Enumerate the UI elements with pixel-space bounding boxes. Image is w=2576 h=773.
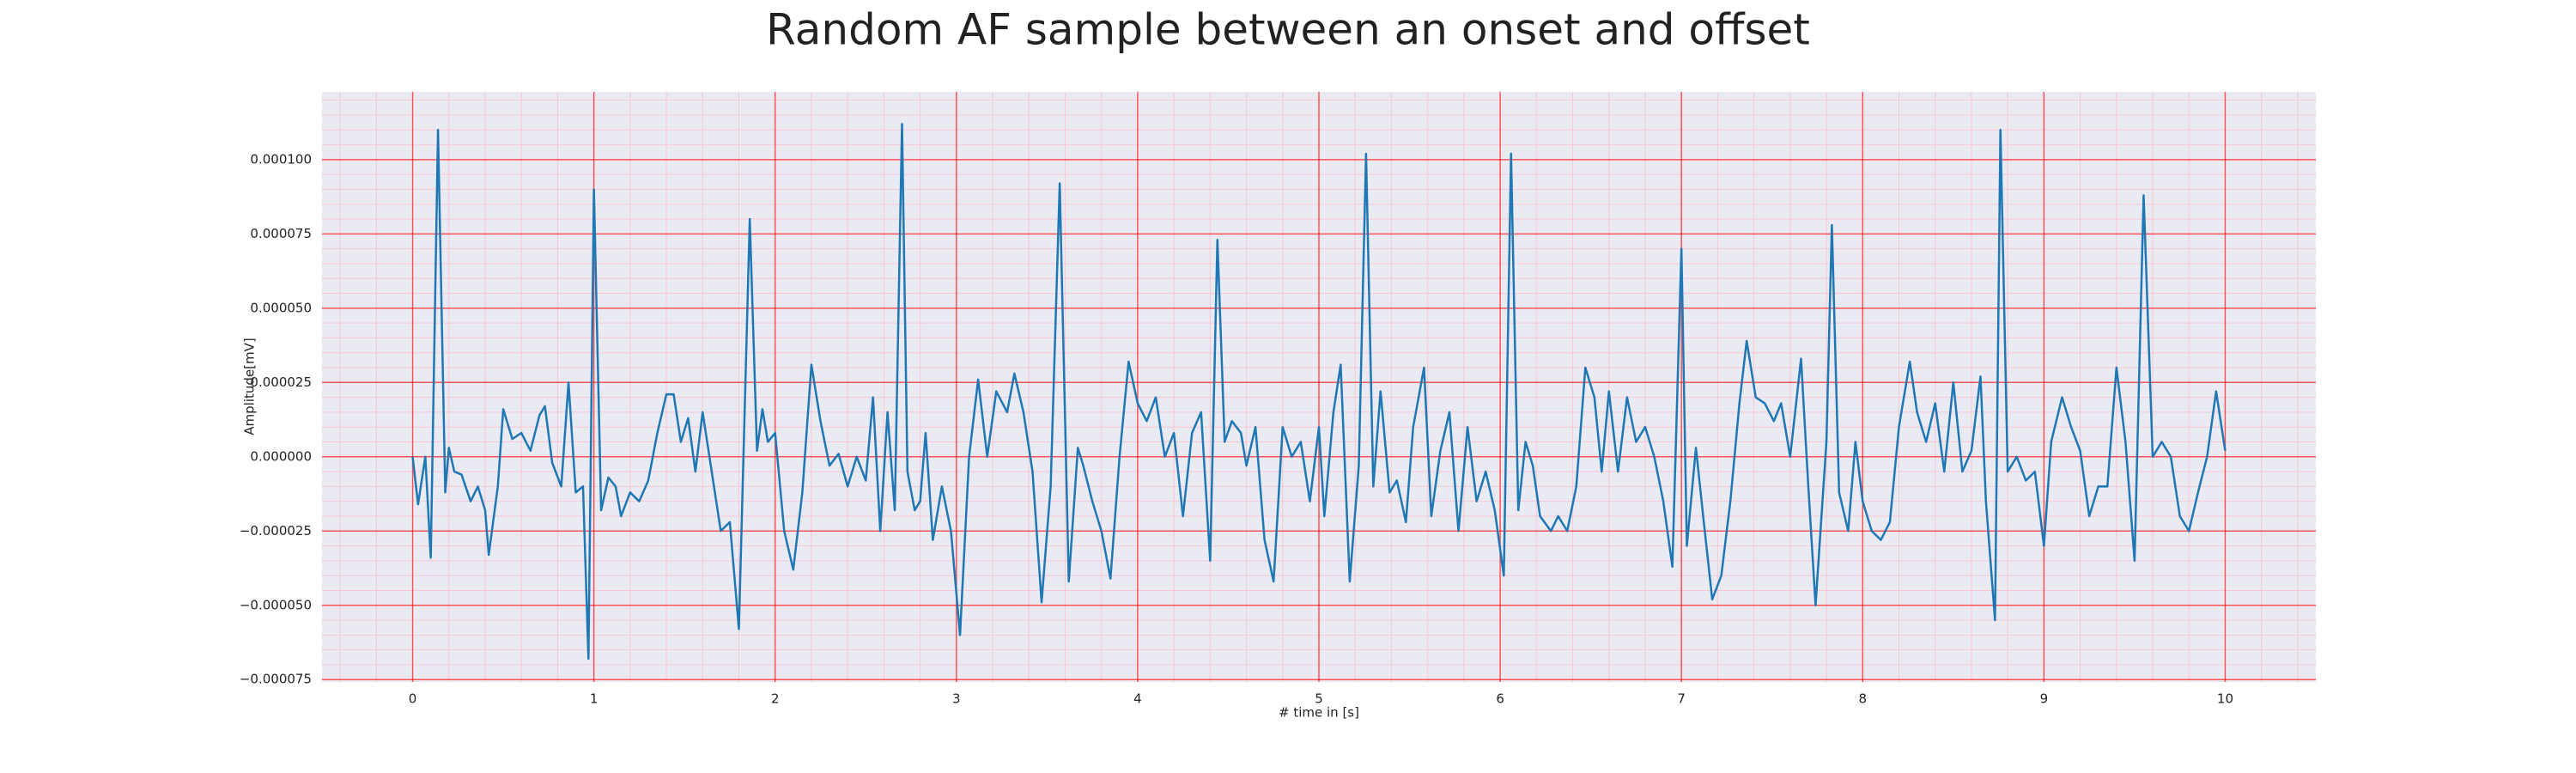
signal-line xyxy=(411,123,2227,660)
x-tick-label: 9 xyxy=(2040,691,2049,707)
x-tick-label: 10 xyxy=(2217,691,2233,707)
chart-title: Random AF sample between an onset and of… xyxy=(766,5,1810,55)
y-tick-label: 0.000025 xyxy=(250,374,312,390)
x-tick-label: 4 xyxy=(1133,691,1142,707)
x-tick-label: 6 xyxy=(1496,691,1504,707)
y-tick-label: 0.000000 xyxy=(250,448,312,464)
x-tick-label: 3 xyxy=(952,691,961,707)
y-tick-label: −0.000075 xyxy=(240,672,312,687)
x-tick-label: 7 xyxy=(1677,691,1686,707)
x-tick-label: 2 xyxy=(771,691,780,707)
y-tick-label: −0.000025 xyxy=(240,523,312,539)
x-tick-label: 0 xyxy=(409,691,417,707)
x-tick-label: 5 xyxy=(1315,691,1323,707)
y-tick-label: 0.000050 xyxy=(250,300,312,315)
y-tick-label: −0.000050 xyxy=(240,597,312,612)
x-axis-label: # time in [s] xyxy=(1279,705,1359,721)
y-axis-label: Amplitude[mV] xyxy=(242,338,258,435)
x-tick-label: 1 xyxy=(590,691,598,707)
x-tick-label: 8 xyxy=(1858,691,1867,707)
y-tick-label: 0.000100 xyxy=(250,151,312,167)
y-tick-label: 0.000075 xyxy=(250,226,312,241)
